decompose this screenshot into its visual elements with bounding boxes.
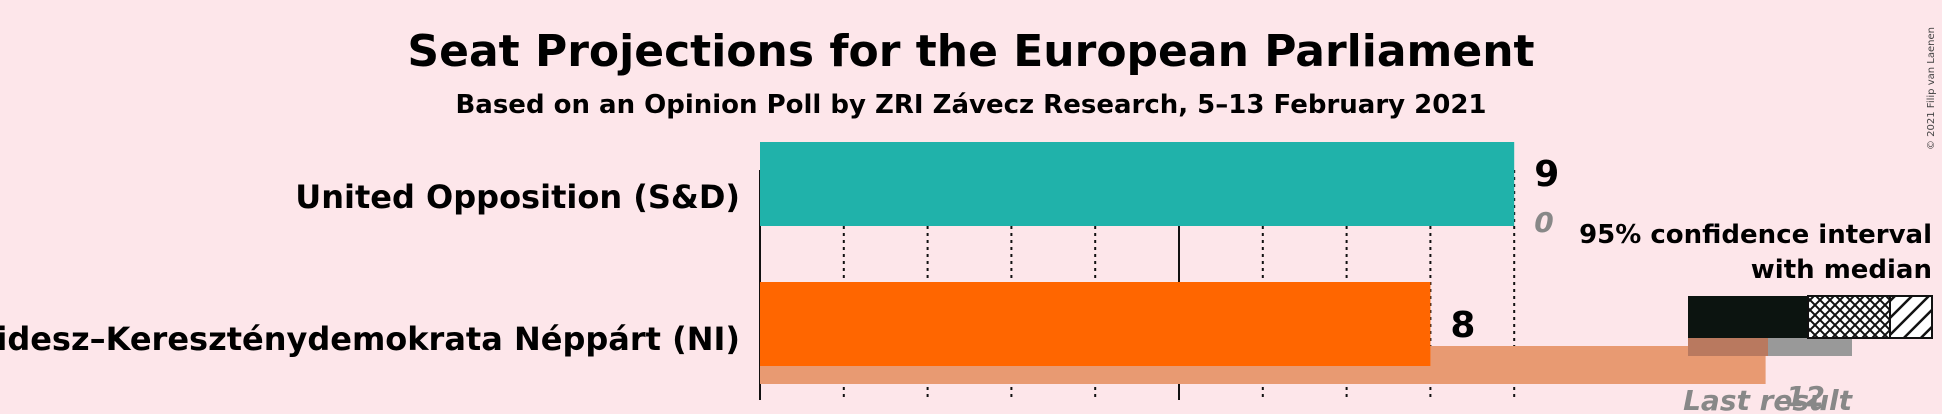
legend-ci-crosshatch-swatch	[1807, 295, 1891, 339]
chart-title: Seat Projections for the European Parlia…	[407, 26, 1534, 77]
legend-last-result-orange-swatch	[1688, 336, 1768, 356]
party-row-united-opposition: United Opposition (S&D) 9 0	[295, 142, 1559, 239]
legend-last-result-label: Last result	[1683, 384, 1854, 414]
seat-bar-united-opposition	[760, 142, 1515, 226]
legend: 95% confidence interval with median 12 L…	[1579, 220, 1933, 414]
copyright-notice: © 2021 Filip van Laenen	[1926, 27, 1937, 150]
seat-bar-fidesz-kdnp	[760, 282, 1431, 366]
party-label-fidesz-kdnp: Fidesz–Kereszténydemokrata Néppárt (NI)	[0, 320, 740, 358]
last-result-label-united-opposition: 0	[1534, 206, 1553, 239]
legend-ci-line2: with median	[1751, 255, 1932, 285]
chart-subtitle: Based on an Opinion Poll by ZRI Závecz R…	[455, 90, 1486, 120]
legend-ci-line1: 95% confidence interval	[1579, 220, 1932, 250]
legend-last-result-value: 12	[1786, 380, 1825, 413]
party-row-fidesz-kdnp: Fidesz–Kereszténydemokrata Néppárt (NI) …	[0, 282, 1766, 384]
legend-median-hatch-swatch	[1889, 295, 1933, 339]
legend-ci-solid-swatch	[1688, 296, 1808, 338]
party-label-united-opposition: United Opposition (S&D)	[295, 178, 740, 216]
median-label-united-opposition: 9	[1534, 154, 1559, 195]
median-label-fidesz-kdnp: 8	[1450, 305, 1475, 346]
